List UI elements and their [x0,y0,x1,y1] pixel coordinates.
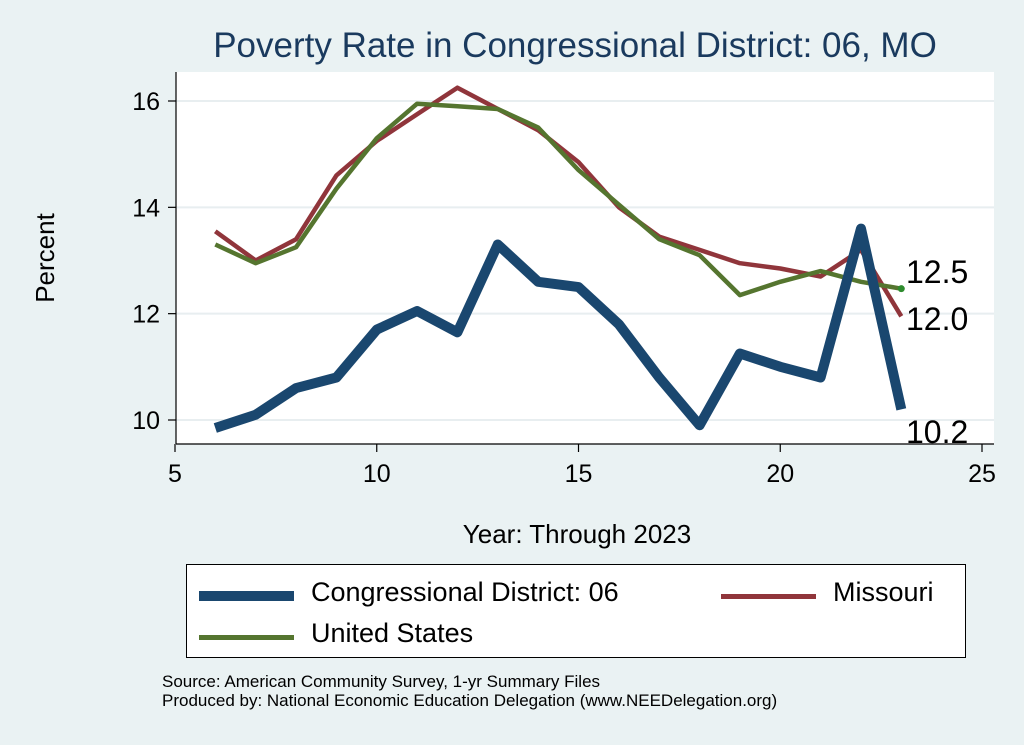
x-tick-label-20: 20 [766,460,794,488]
legend-label-us: United States [311,618,474,648]
y-tick-label-10: 10 [132,407,160,435]
end-label-0: 10.2 [906,414,968,450]
legend: Congressional District: 06 Missouri Unit… [186,564,966,658]
legend-label-district: Congressional District: 06 [311,577,619,607]
end-label-1: 12.0 [906,301,968,337]
series-line-2 [214,101,902,298]
legend-swatch-missouri [721,594,816,599]
legend-label-missouri: Missouri [833,577,934,607]
y-tick-label-14: 14 [132,194,160,222]
x-tick-label-15: 15 [565,460,593,488]
x-tick-label-10: 10 [363,460,391,488]
x-tick-label-25: 25 [968,460,996,488]
chart-notes: Source: American Community Survey, 1-yr … [162,672,777,710]
chart-title: Poverty Rate in Congressional District: … [213,26,937,65]
end-label-2: 12.5 [906,254,968,290]
producer-note: Produced by: National Economic Education… [162,691,778,710]
y-tick-label-12: 12 [132,301,160,329]
axes: 10 12 14 16 5 10 15 20 25 [132,72,996,488]
end-labels: 10.2 12.0 12.5 [906,254,968,450]
y-tick-label-16: 16 [132,88,160,116]
series-lines [213,85,907,433]
legend-swatch-district [199,591,294,601]
series-line-0 [213,223,907,433]
gridlines [176,100,994,421]
x-tick-label-5: 5 [168,460,182,488]
line-chart: 10 12 14 16 5 10 15 20 25 10.2 12.0 12.5 Percent Y… [30,72,996,549]
legend-swatch-us [199,635,294,640]
series-end-dot-2 [897,285,905,293]
source-note: Source: American Community Survey, 1-yr … [162,672,601,691]
y-axis-label: Percent [30,212,60,302]
x-axis-label: Year: Through 2023 [463,519,691,549]
